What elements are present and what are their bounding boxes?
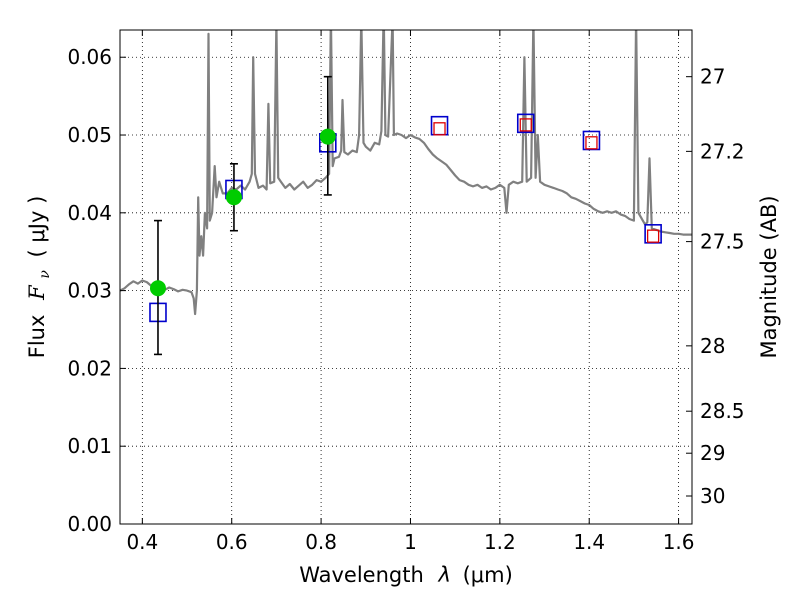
y2-tick-label: 29 (700, 441, 725, 465)
x-tick-label: 0.6 (216, 530, 248, 554)
x-axis-title-unit: (μm) (463, 563, 513, 587)
model-photometry-square (516, 113, 535, 134)
y2-tick-label: 27 (700, 65, 725, 89)
y-tick-label: 0.05 (67, 123, 112, 147)
measured-photometry-square (433, 122, 446, 136)
y-axis-title: Flux F ν ( μJy ) (25, 196, 54, 359)
y-axis-title-prefix: Flux (25, 315, 49, 359)
x-tick-label: 0.4 (126, 530, 158, 554)
x-tick-label: 1.6 (663, 530, 695, 554)
axis-ticks: 0.4 0.6 0.8 1 1.2 1.4 1.6 0.00 0.01 0.02 0.03 0.04 0… (67, 30, 745, 554)
x-axis-title-prefix: Wavelength (299, 563, 424, 587)
y-axis-title-symbol: F (25, 284, 49, 301)
measured-photometry-square (519, 118, 532, 132)
y2-tick-label: 28 (700, 334, 725, 358)
x-tick-label: 1 (404, 530, 417, 554)
x-axis-title-symbol: λ (437, 563, 450, 587)
plot-frame (119, 29, 693, 525)
y-tick-label: 0.04 (67, 201, 112, 225)
plot-area (120, 30, 692, 356)
observed-photometry-point (149, 280, 166, 297)
y2-axis-title: Magnitude (AB) (757, 195, 781, 358)
x-tick-label: 0.8 (305, 530, 337, 554)
y2-tick-label: 27.5 (700, 230, 745, 254)
y2-tick-label: 27.2 (700, 139, 745, 163)
y-tick-label: 0.06 (67, 45, 112, 69)
y-tick-label: 0.02 (67, 356, 112, 380)
spectrum-line (120, 30, 692, 316)
y-axis-title-subscript: ν (37, 270, 53, 279)
y-tick-label: 0.00 (67, 512, 112, 536)
observed-photometry-point (225, 189, 242, 206)
measured-photometry-square (585, 136, 598, 150)
y-tick-label: 0.01 (67, 434, 112, 458)
x-axis-title: Wavelength λ (μm) (299, 563, 513, 587)
observed-photometry-point (319, 128, 336, 145)
y2-tick-label: 28.5 (700, 399, 745, 423)
y-axis-title-unit: ( μJy ) (25, 196, 49, 258)
y-tick-label: 0.03 (67, 279, 112, 303)
x-tick-label: 1.4 (573, 530, 605, 554)
measured-photometry-square (646, 229, 660, 243)
model-photometry-square (644, 224, 662, 244)
x-tick-label: 1.2 (484, 530, 516, 554)
y2-tick-label: 30 (700, 484, 725, 508)
model-photometry-square (582, 130, 601, 151)
